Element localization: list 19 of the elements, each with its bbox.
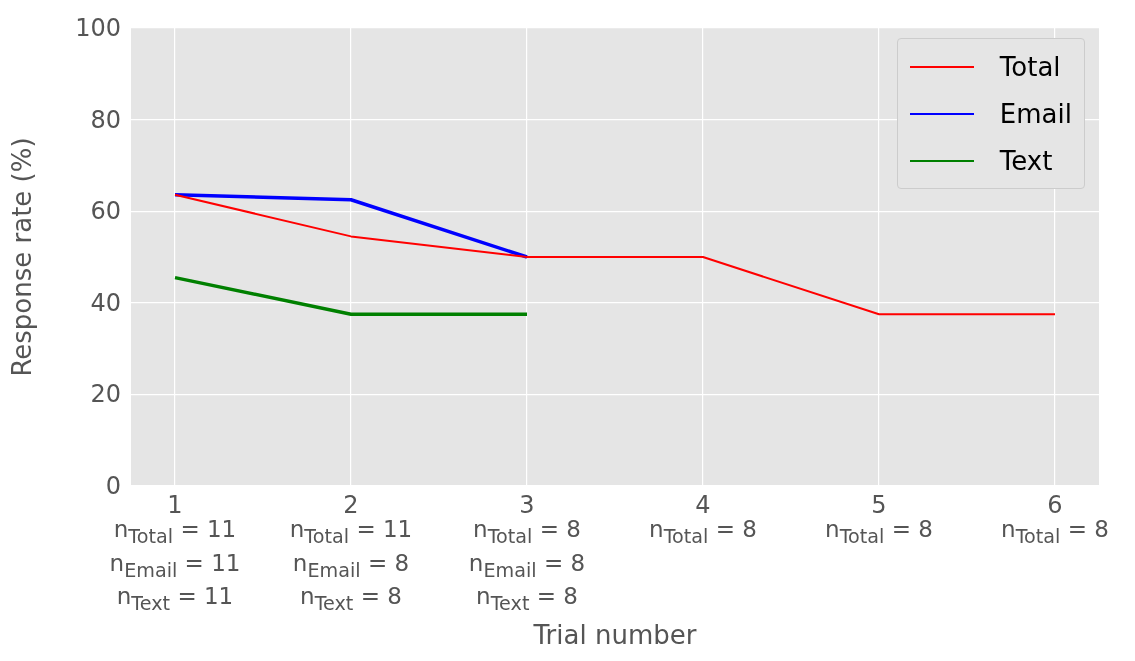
y-tick-label: 60 (90, 196, 121, 228)
y-axis-title: Response rate (%) (7, 137, 37, 377)
x-tick-label: 3 (519, 491, 535, 519)
x-tick-label: 6 (1047, 491, 1063, 519)
x-tick-label: 4 (695, 491, 711, 519)
legend-label: Text (999, 145, 1053, 176)
y-tick-label: 40 (90, 287, 121, 319)
y-tick-label: 80 (90, 104, 121, 136)
legend-label: Email (999, 98, 1072, 129)
y-tick-label: 100 (75, 13, 121, 44)
legend-label: Total (999, 51, 1061, 82)
y-tick-label: 0 (105, 471, 121, 502)
text: n$_{Total}$ = 8 (825, 516, 933, 548)
x-axis-title: Trial number (532, 620, 698, 650)
text: n$_{Total}$ = 8 (1001, 516, 1109, 548)
text: n$_{Total}$ = 8 (649, 516, 757, 548)
x-tick-label: 5 (871, 491, 887, 519)
text: n$_{Total}$ = 8 n$_{Email}$ = 8 n$_{Text}$ = 8 (468, 516, 586, 615)
y-tick-label: 20 (90, 379, 121, 411)
